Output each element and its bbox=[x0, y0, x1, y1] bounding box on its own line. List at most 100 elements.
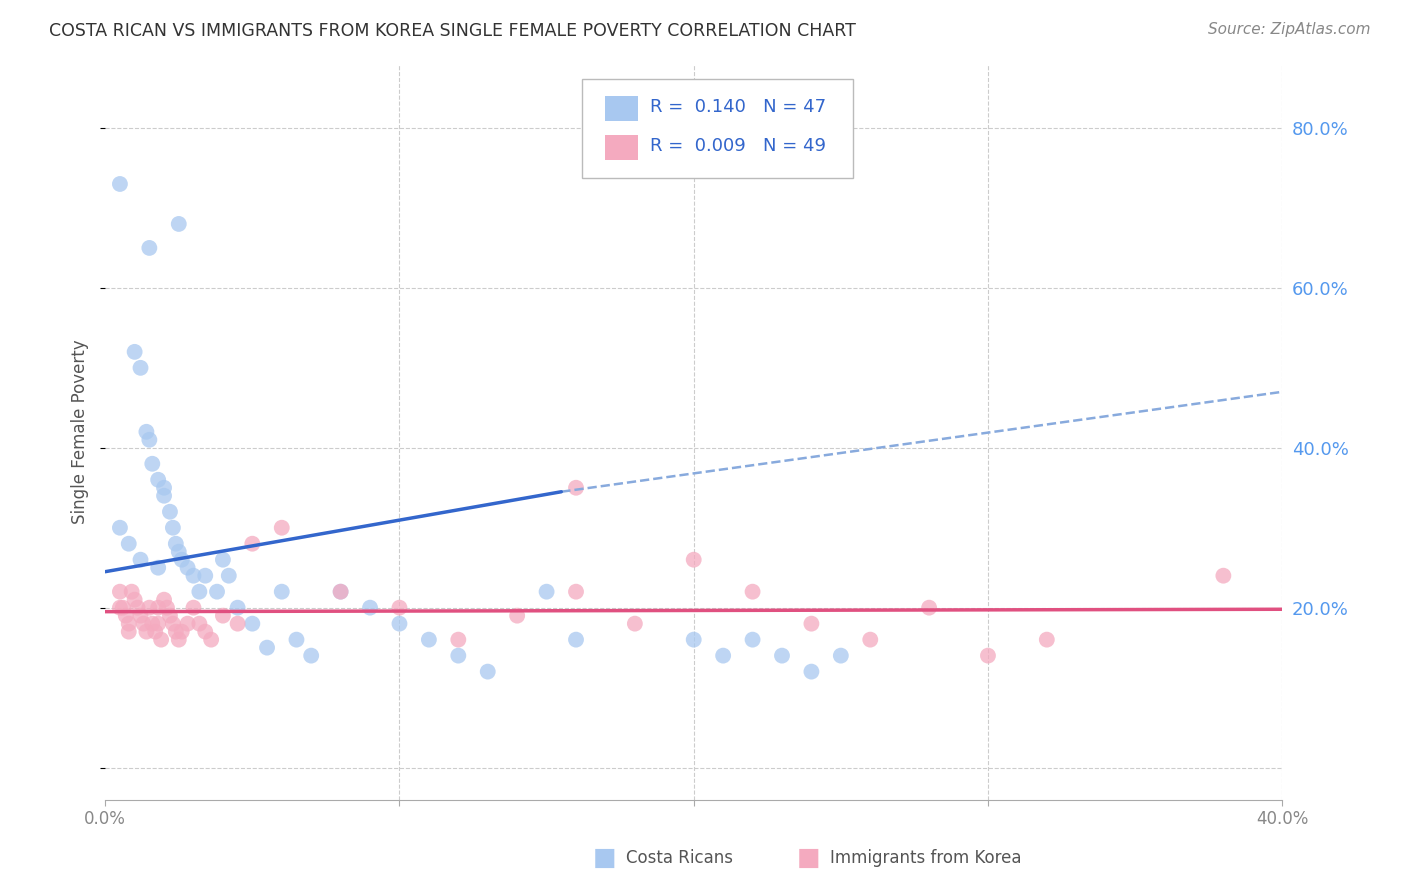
Point bbox=[447, 632, 470, 647]
Text: R =  0.009   N = 49: R = 0.009 N = 49 bbox=[650, 137, 827, 155]
Point bbox=[218, 568, 240, 582]
Point bbox=[800, 616, 823, 631]
Point bbox=[270, 584, 292, 599]
Point bbox=[159, 505, 181, 519]
Point bbox=[299, 648, 322, 663]
Y-axis label: Single Female Poverty: Single Female Poverty bbox=[72, 340, 89, 524]
FancyBboxPatch shape bbox=[582, 78, 852, 178]
Point bbox=[121, 584, 143, 599]
Point bbox=[830, 648, 852, 663]
Text: ■: ■ bbox=[593, 847, 616, 870]
Point bbox=[226, 616, 249, 631]
Point bbox=[536, 584, 558, 599]
Point bbox=[188, 616, 211, 631]
Text: Costa Ricans: Costa Ricans bbox=[626, 849, 733, 867]
Point bbox=[132, 616, 155, 631]
Point bbox=[176, 560, 198, 574]
Point bbox=[148, 600, 170, 615]
Point bbox=[194, 624, 217, 639]
Point bbox=[170, 552, 193, 566]
Point bbox=[183, 568, 205, 582]
Point bbox=[118, 537, 141, 551]
Point bbox=[138, 241, 160, 255]
Point bbox=[118, 616, 141, 631]
Point bbox=[176, 616, 198, 631]
Point bbox=[114, 608, 136, 623]
Point bbox=[170, 624, 193, 639]
Point bbox=[565, 632, 588, 647]
Text: ■: ■ bbox=[797, 847, 820, 870]
Point bbox=[270, 521, 292, 535]
Point bbox=[565, 481, 588, 495]
Point bbox=[141, 616, 163, 631]
Point bbox=[506, 608, 529, 623]
Point bbox=[153, 489, 176, 503]
Point bbox=[150, 632, 173, 647]
Point bbox=[162, 521, 184, 535]
Point bbox=[388, 616, 411, 631]
Point bbox=[129, 360, 152, 375]
Point bbox=[165, 537, 187, 551]
Point bbox=[447, 648, 470, 663]
Point bbox=[741, 632, 763, 647]
Point bbox=[800, 665, 823, 679]
Point bbox=[212, 552, 235, 566]
Point bbox=[194, 568, 217, 582]
Point bbox=[127, 600, 149, 615]
Point bbox=[135, 624, 157, 639]
Point bbox=[359, 600, 381, 615]
Point bbox=[108, 521, 131, 535]
Bar bbox=[606, 136, 638, 161]
Point bbox=[188, 584, 211, 599]
Point bbox=[682, 552, 704, 566]
Point bbox=[148, 473, 170, 487]
Point bbox=[148, 560, 170, 574]
Point bbox=[135, 425, 157, 439]
Point bbox=[183, 600, 205, 615]
Point bbox=[129, 552, 152, 566]
Point bbox=[565, 584, 588, 599]
Point bbox=[682, 632, 704, 647]
Point bbox=[285, 632, 308, 647]
Point bbox=[388, 600, 411, 615]
Point bbox=[165, 624, 187, 639]
Text: R =  0.140   N = 47: R = 0.140 N = 47 bbox=[650, 98, 827, 116]
Point bbox=[477, 665, 499, 679]
Point bbox=[859, 632, 882, 647]
Point bbox=[153, 592, 176, 607]
Point bbox=[329, 584, 352, 599]
Point bbox=[741, 584, 763, 599]
Point bbox=[148, 616, 170, 631]
Point bbox=[108, 600, 131, 615]
Point bbox=[156, 600, 179, 615]
Point bbox=[624, 616, 647, 631]
Bar bbox=[606, 95, 638, 120]
Point bbox=[108, 584, 131, 599]
Point bbox=[162, 616, 184, 631]
Point bbox=[200, 632, 222, 647]
Point bbox=[1212, 568, 1234, 582]
Point bbox=[205, 584, 228, 599]
Point bbox=[129, 608, 152, 623]
Point bbox=[226, 600, 249, 615]
Point bbox=[124, 592, 146, 607]
Point bbox=[212, 608, 235, 623]
Point bbox=[153, 481, 176, 495]
Point bbox=[143, 624, 166, 639]
Point bbox=[418, 632, 440, 647]
Point bbox=[240, 537, 263, 551]
Point bbox=[124, 344, 146, 359]
Point bbox=[159, 608, 181, 623]
Point bbox=[256, 640, 278, 655]
Point bbox=[141, 457, 163, 471]
Point bbox=[711, 648, 734, 663]
Point bbox=[770, 648, 793, 663]
Point bbox=[977, 648, 1000, 663]
Point bbox=[167, 632, 190, 647]
Point bbox=[329, 584, 352, 599]
Point bbox=[138, 600, 160, 615]
Text: Immigrants from Korea: Immigrants from Korea bbox=[830, 849, 1021, 867]
Point bbox=[240, 616, 263, 631]
Text: Source: ZipAtlas.com: Source: ZipAtlas.com bbox=[1208, 22, 1371, 37]
Point bbox=[138, 433, 160, 447]
